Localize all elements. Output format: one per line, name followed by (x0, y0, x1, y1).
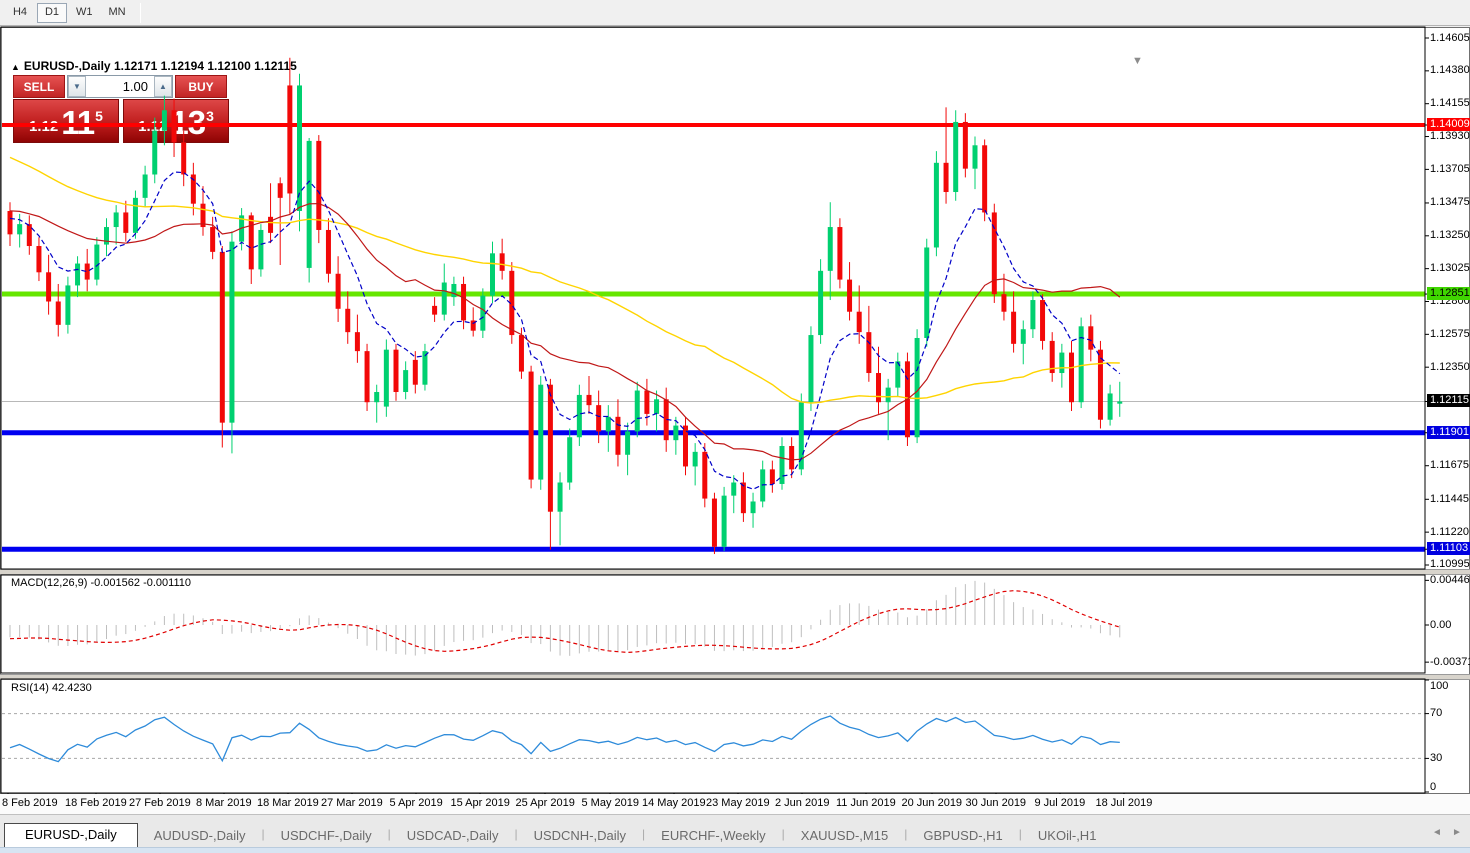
level-price-label: 1.11901 (1427, 425, 1470, 439)
price-tick-label: 1.12350 (1430, 360, 1470, 373)
chart-tabs: EURUSD-,Daily AUDUSD-,Daily | USDCHF-,Daily… (4, 823, 1112, 847)
price-tick-label: 1.14380 (1430, 64, 1470, 77)
macd-tick-label: 0.004465 (1430, 573, 1470, 586)
timeframe-button-h4[interactable]: H4 (5, 2, 35, 23)
rsi-indicator-label: RSI(14) 42.4230 (11, 682, 92, 694)
sell-price-box[interactable]: 1.12 11 5 (13, 99, 119, 143)
date-tick-label: 5 Apr 2019 (389, 797, 443, 809)
price-tick-label: 1.11675 (1430, 459, 1469, 472)
level-price-label: 1.12851 (1427, 287, 1470, 301)
price-tick-label: 1.13475 (1430, 196, 1470, 209)
tab-separator: | (904, 826, 908, 841)
buy-price-box[interactable]: 1.12 13 3 (123, 99, 229, 143)
tabs-scroll-left-icon[interactable]: ◄ (1432, 827, 1442, 838)
level-price-label: 1.11103 (1427, 542, 1470, 556)
macd-indicator-label: MACD(12,26,9) -0.001562 -0.001110 (11, 577, 191, 589)
date-tick-label: 9 Jul 2019 (1034, 797, 1086, 809)
lot-increase-button[interactable]: ▲ (154, 76, 172, 97)
current-price-label: 1.12115 (1427, 394, 1470, 408)
level-price-label: 1.14009 (1427, 118, 1470, 131)
date-tick-label: 11 Jun 2019 (836, 797, 896, 809)
chart-tab-eurchf-weekly[interactable]: EURCHF-,Weekly (661, 828, 766, 843)
price-tick-label: 1.13705 (1430, 162, 1470, 175)
timeframe-button-mn[interactable]: MN (101, 2, 133, 23)
chart-tab-eurusd-daily[interactable]: EURUSD-,Daily (4, 823, 138, 847)
date-tick-label: 2 Jun 2019 (775, 797, 830, 809)
tab-separator: | (781, 826, 785, 841)
price-tick-label: 1.14605 (1430, 31, 1470, 44)
tab-separator: | (514, 826, 518, 841)
sell-price-pips: 11 (61, 104, 95, 141)
ohlc-marker-icon: ▲ (11, 62, 20, 72)
chart-title-text: EURUSD-,Daily 1.12171 1.12194 1.12100 1.… (23, 59, 297, 73)
price-tick-label: 1.13930 (1430, 130, 1470, 143)
price-tick-label: 1.11445 (1430, 492, 1469, 505)
rsi-tick-label: 70 (1430, 707, 1443, 720)
date-tick-label: 30 Jun 2019 (965, 797, 1027, 809)
tab-separator: | (387, 826, 391, 841)
lot-decrease-button[interactable]: ▼ (68, 76, 86, 97)
date-tick-label: 25 Apr 2019 (515, 797, 575, 809)
rsi-tick-label: 100 (1430, 679, 1449, 692)
price-tick-label: 1.11220 (1430, 525, 1469, 538)
sell-button[interactable]: SELL (13, 75, 65, 98)
price-tick-label: 1.12575 (1430, 327, 1470, 340)
panel-splitter[interactable] (0, 674, 1470, 680)
panel-splitter[interactable] (0, 569, 1470, 575)
tab-separator: | (1018, 826, 1022, 841)
lot-size-stepper: ▼ 1.00 ▲ (67, 75, 173, 98)
chart-tab-strip: EURUSD-,Daily AUDUSD-,Daily | USDCHF-,Daily… (0, 814, 1470, 847)
tab-separator: | (261, 826, 265, 841)
price-tick-label: 1.10995 (1430, 558, 1470, 571)
timeframe-toolbar: H4 D1 W1 MN (0, 0, 1470, 26)
date-tick-label: 27 Feb 2019 (129, 797, 191, 809)
status-strip (0, 847, 1470, 853)
buy-price-base: 1.12 (138, 118, 168, 135)
macd-tick-label: -0.003715 (1430, 655, 1470, 668)
buy-price-pips: 13 (170, 104, 206, 141)
timeframe-button-group: H4 D1 W1 MN (4, 2, 134, 23)
price-tick-label: 1.14155 (1430, 97, 1470, 110)
timeframe-button-d1[interactable]: D1 (37, 2, 67, 23)
buy-button[interactable]: BUY (175, 75, 227, 98)
date-tick-label: 8 Mar 2019 (196, 797, 252, 809)
date-tick-label: 18 Jul 2019 (1095, 797, 1153, 809)
date-tick-label: 15 Apr 2019 (450, 797, 510, 809)
rsi-tick-label: 30 (1430, 751, 1443, 764)
chart-tab-audusd-daily[interactable]: AUDUSD-,Daily (153, 828, 246, 843)
date-tick-label: 8 Feb 2019 (2, 797, 58, 809)
tab-separator: | (642, 826, 646, 841)
buy-price-point: 3 (206, 108, 214, 124)
chart-tab-usdcad-daily[interactable]: USDCAD-,Daily (406, 828, 499, 843)
chart-tab-usdcnh-daily[interactable]: USDCNH-,Daily (533, 828, 627, 843)
sell-price-point: 5 (95, 108, 103, 124)
chart-tab-xauusd-m15[interactable]: XAUUSD-,M15 (800, 828, 889, 843)
one-click-trade-widget: SELL ▼ 1.00 ▲ BUY 1.12 11 5 1.12 13 3 (13, 75, 229, 143)
date-tick-label: 18 Mar 2019 (257, 797, 319, 809)
toolbar-separator (139, 2, 141, 23)
lot-size-value[interactable]: 1.00 (86, 76, 154, 97)
date-tick-label: 23 May 2019 (706, 797, 770, 809)
date-tick-label: 14 May 2019 (642, 797, 706, 809)
tabs-scroll-right-icon[interactable]: ► (1452, 827, 1462, 838)
chart-tab-gbpusd-h1[interactable]: GBPUSD-,H1 (923, 828, 1003, 843)
date-tick-label: 20 Jun 2019 (901, 797, 963, 809)
timeframe-button-w1[interactable]: W1 (69, 2, 100, 23)
chart-title: ▲ EURUSD-,Daily 1.12171 1.12194 1.12100 1… (11, 59, 297, 73)
chart-tab-usdchf-daily[interactable]: USDCHF-,Daily (280, 828, 372, 843)
price-tick-label: 1.13025 (1430, 262, 1470, 275)
date-tick-label: 5 May 2019 (581, 797, 639, 809)
price-tick-label: 1.13250 (1430, 229, 1470, 242)
date-axis[interactable]: 8 Feb 2019 18 Feb 2019 27 Feb 2019 8 Mar 20… (0, 794, 1470, 814)
chart-tab-ukoil-h1[interactable]: UKOil-,H1 (1037, 828, 1097, 843)
macd-tick-label: 0.00 (1430, 618, 1452, 631)
date-tick-label: 27 Mar 2019 (321, 797, 383, 809)
date-tick-label: 18 Feb 2019 (65, 797, 127, 809)
sell-price-base: 1.12 (29, 118, 59, 135)
rsi-tick-label: 0 (1430, 780, 1437, 793)
chart-shift-marker-icon[interactable]: ▼ (1132, 55, 1143, 67)
